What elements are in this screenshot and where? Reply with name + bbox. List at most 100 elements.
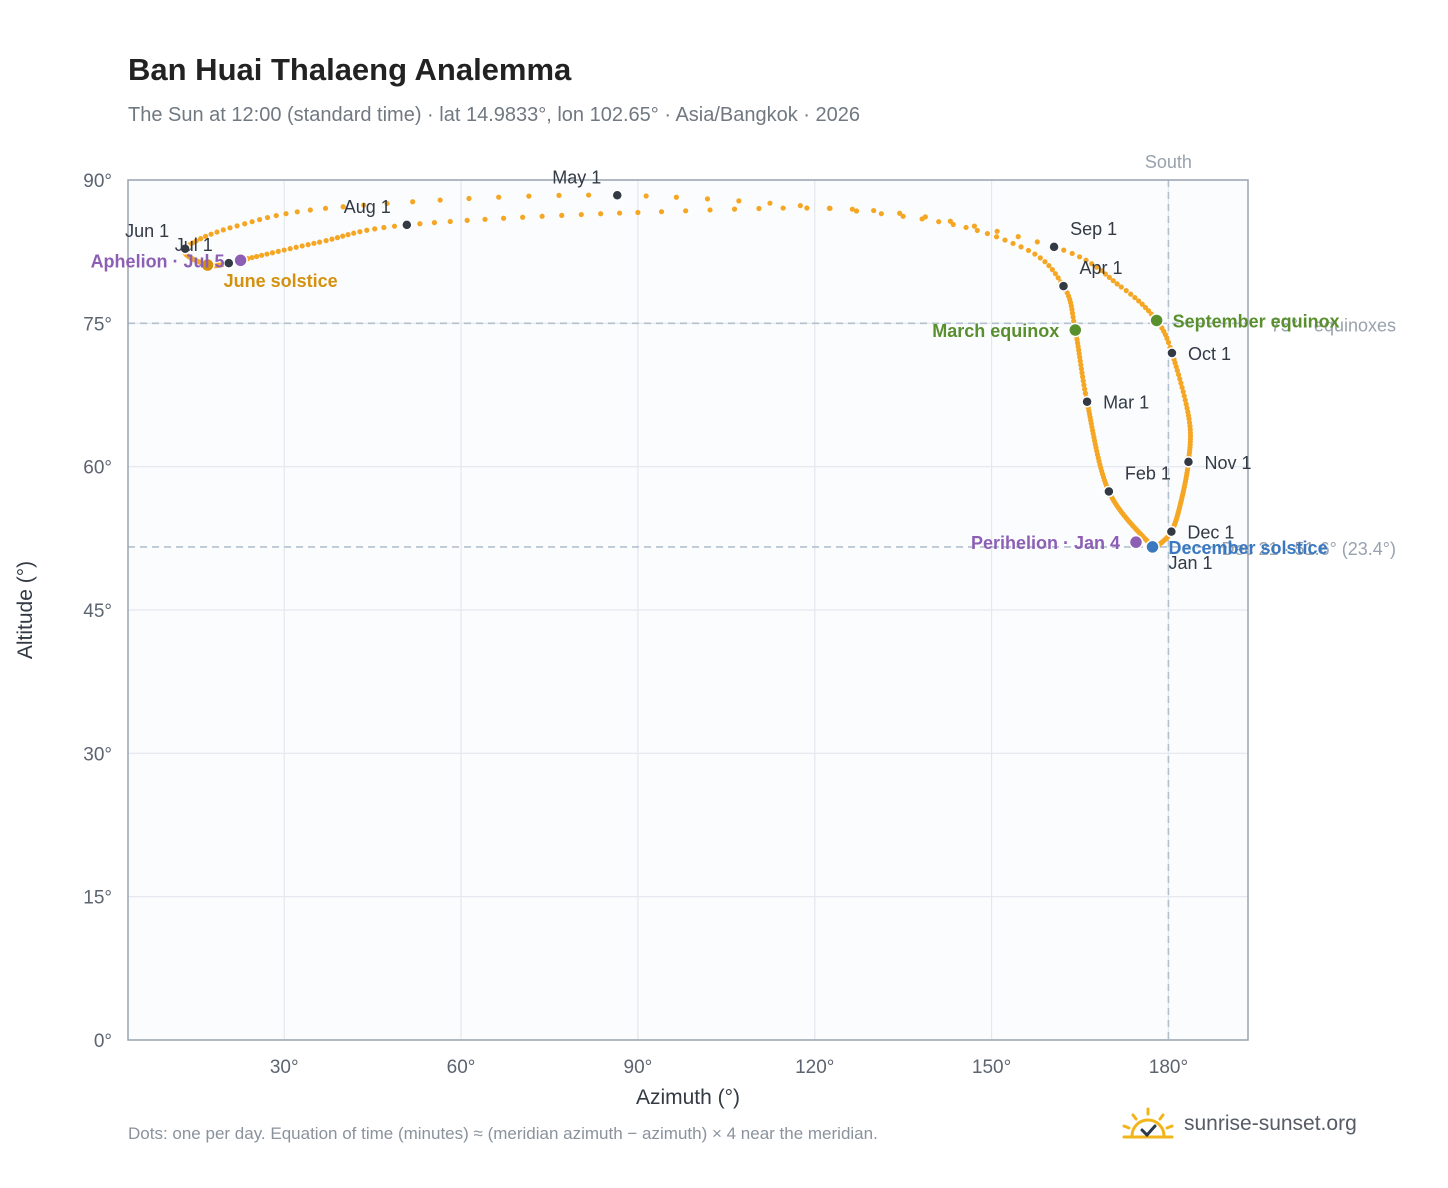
- reference-lines: South 75° · equinoxes Dec 21 · 51.6° (23.4…: [128, 152, 1396, 1040]
- daily-dot: [1173, 364, 1179, 370]
- month-label: Oct 1: [1188, 344, 1231, 364]
- daily-dot: [1081, 382, 1087, 388]
- daily-dot: [767, 200, 773, 206]
- event-marker: [1068, 322, 1083, 338]
- daily-dot: [731, 206, 738, 212]
- month-marker: [179, 243, 191, 255]
- daily-dot: [1071, 318, 1077, 324]
- daily-dot: [381, 224, 387, 231]
- daily-dot: [1046, 263, 1052, 269]
- daily-dot: [299, 243, 305, 249]
- daily-dot: [496, 194, 502, 200]
- daily-dot: [322, 205, 329, 211]
- daily-dot: [1123, 288, 1129, 294]
- month-label: Jul 1: [175, 235, 213, 255]
- daily-dot: [871, 207, 877, 214]
- daily-dot: [1179, 384, 1185, 391]
- event-marker: [200, 257, 215, 273]
- daily-dot: [586, 192, 592, 198]
- y-tick-label: 90°: [83, 171, 112, 192]
- altitude-reference-label: Dec 21 · 51.6° (23.4°): [1222, 539, 1396, 559]
- daily-dot: [1070, 314, 1076, 320]
- event-marker: [1149, 313, 1164, 328]
- brand-name: sunrise-sunset.org: [1184, 1112, 1357, 1135]
- event-label: June solstice: [224, 271, 338, 291]
- daily-dot: [556, 192, 562, 198]
- y-tick-label: 30°: [83, 744, 112, 765]
- daily-dot: [234, 223, 240, 229]
- daily-dot: [1037, 255, 1043, 261]
- daily-dot: [357, 229, 363, 235]
- daily-dot: [1052, 271, 1058, 277]
- event-label: Perihelion · Jan 4: [971, 533, 1120, 553]
- daily-dot: [257, 217, 263, 223]
- daily-dot: [372, 226, 378, 232]
- daily-dot: [1069, 250, 1075, 257]
- daily-dot: [922, 214, 928, 220]
- sun-logo-icon: [1122, 1107, 1174, 1139]
- daily-dot: [220, 227, 226, 233]
- y-tick-label: 45°: [83, 601, 112, 622]
- daily-dot: [1080, 378, 1086, 384]
- daily-dot: [1132, 294, 1138, 301]
- daily-dot: [1042, 259, 1048, 265]
- daily-dot: [994, 228, 1000, 234]
- month-marker: [1048, 241, 1060, 253]
- daily-dot: [1080, 374, 1086, 380]
- daily-dot: [283, 211, 289, 217]
- daily-dot: [1177, 376, 1183, 382]
- month-label: Mar 1: [1103, 393, 1149, 413]
- daily-dot: [351, 230, 357, 236]
- event-marker: [233, 253, 248, 268]
- month-marker: [1057, 280, 1070, 292]
- daily-dot: [1055, 275, 1061, 281]
- daily-dot: [1025, 247, 1032, 254]
- altitude-reference-label: 75° · equinoxes: [1271, 315, 1396, 335]
- daily-dot: [849, 206, 855, 212]
- daily-dot: [1182, 397, 1188, 403]
- daily-dot: [1002, 237, 1008, 243]
- daily-dot: [635, 209, 641, 216]
- month-marker: [1165, 525, 1178, 538]
- daily-dot: [464, 217, 470, 223]
- daily-dot: [1175, 372, 1182, 378]
- daily-dot: [704, 196, 711, 202]
- daily-dot: [384, 200, 390, 207]
- daily-dot: [1164, 335, 1170, 341]
- event-label: Aphelion · Jul 5: [91, 251, 225, 271]
- plot-frame: [127, 179, 1249, 1041]
- daily-dot: [1136, 298, 1142, 304]
- y-tick-label: 60°: [83, 458, 112, 479]
- month-marker: [223, 257, 235, 269]
- x-tick-label: 60°: [447, 1057, 476, 1078]
- brand-logo[interactable]: sunrise-sunset.org: [1120, 1104, 1357, 1144]
- month-marker: [611, 189, 624, 202]
- daily-dot: [1094, 264, 1100, 270]
- daily-dot: [1018, 244, 1024, 250]
- daily-dot: [340, 204, 346, 210]
- chart-title: Ban Huai Thalaeng Analemma: [128, 52, 572, 87]
- daily-dot: [214, 229, 220, 235]
- daily-dot: [323, 238, 329, 244]
- daily-dot: [878, 211, 884, 217]
- month-label: Jan 1: [1169, 553, 1213, 573]
- daily-dot: [437, 197, 443, 203]
- daily-dot: [417, 221, 423, 227]
- daily-dot: [1128, 291, 1134, 297]
- month-label: Nov 1: [1204, 453, 1251, 473]
- daily-dot: [364, 227, 370, 233]
- month-label: Sep 1: [1070, 219, 1117, 239]
- daily-dot: [264, 251, 270, 257]
- daily-dot: [1089, 261, 1095, 267]
- daily-dot: [1078, 366, 1085, 372]
- daily-dot: [993, 234, 1000, 240]
- daily-dot: [984, 230, 990, 237]
- daily-dot: [539, 213, 545, 219]
- month-marker: [401, 219, 413, 231]
- daily-dot: [963, 224, 969, 231]
- daily-dot: [1061, 247, 1067, 253]
- daily-dot: [293, 244, 299, 250]
- daily-dot: [559, 212, 565, 218]
- y-tick-label: 15°: [83, 888, 112, 909]
- daily-dot: [673, 194, 679, 200]
